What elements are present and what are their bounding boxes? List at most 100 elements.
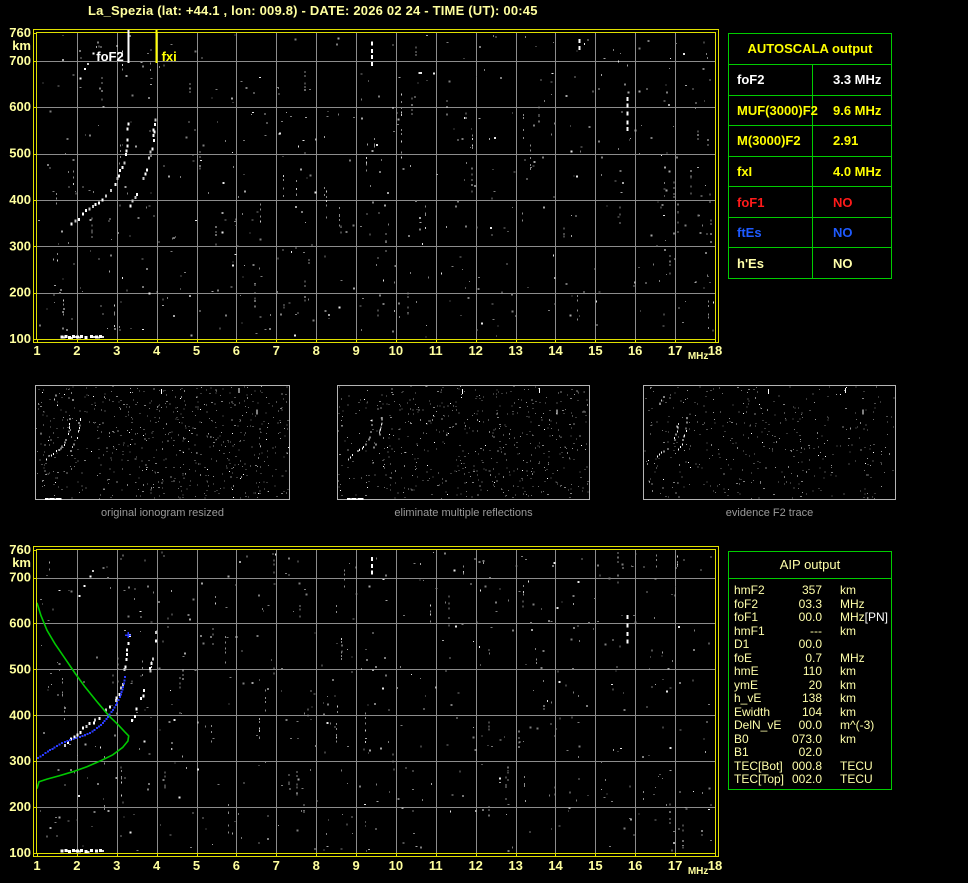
svg-text:18: 18 [708, 343, 722, 358]
svg-text:700: 700 [9, 570, 31, 585]
aip-row-label: hmF2 [734, 583, 765, 597]
autoscala-row: foF1 NO [729, 187, 891, 218]
aip-table-title: AIP output [729, 552, 891, 579]
svg-text:12: 12 [468, 343, 482, 358]
aip-row-unit: km [840, 623, 856, 638]
aip-row-label: DelN_vE [734, 718, 782, 732]
svg-text:11: 11 [429, 343, 443, 358]
svg-text:2: 2 [73, 858, 80, 873]
svg-text:100: 100 [9, 845, 31, 860]
autoscala-row: foF2 3.3 MHz [729, 65, 891, 96]
svg-text:200: 200 [9, 285, 31, 300]
aip-row: foF1 00.0 MHz [PN] [734, 611, 888, 625]
aip-row-value: 0.7 [805, 650, 822, 665]
aip-row: D1 00.0 [734, 638, 888, 652]
svg-text:100: 100 [9, 331, 31, 346]
autoscala-row: ftEs NO [729, 217, 891, 249]
aip-row-label: D1 [734, 637, 750, 651]
svg-text:1: 1 [33, 343, 40, 358]
aip-row-unit: km [840, 583, 856, 597]
aip-row: TEC[Top] 002.0 TECU [734, 773, 888, 787]
svg-text:18: 18 [708, 858, 722, 873]
svg-text:13: 13 [508, 858, 522, 873]
aip-row: Ewidth 104 km [734, 704, 888, 720]
svg-text:700: 700 [9, 53, 31, 68]
autoscala-row-value: 2.91 [833, 133, 859, 149]
aip-row-unit: MHz [840, 610, 865, 624]
aip-row-value: 03.3 [798, 596, 822, 611]
svg-text:12: 12 [468, 858, 482, 873]
autoscala-row: fxI 4.0 MHz [729, 156, 891, 188]
aip-row-unit: km [840, 731, 856, 746]
aip-row-unit: km [840, 704, 856, 719]
svg-text:MHz: MHz [688, 866, 709, 877]
aip-row: B0 073.0 km [734, 731, 888, 747]
svg-text:500: 500 [9, 661, 31, 676]
svg-text:10: 10 [389, 858, 403, 873]
aip-row: foE 0.7 MHz [734, 650, 888, 666]
aip-table-rows: hmF2 357 km foF2 03.3 MHz foF1 00.0 MHz [PN] hmF1-… [729, 579, 891, 787]
aip-row-value: 073.0 [791, 731, 822, 746]
svg-text:foF2: foF2 [96, 49, 123, 64]
aip-row-value: 138 [801, 691, 822, 705]
aip-row-label: hmF1 [734, 623, 765, 638]
autoscala-row-label: foF2 [729, 65, 813, 95]
aip-row-label: foE [734, 650, 753, 665]
autoscala-row-value: 3.3 MHz [833, 72, 882, 88]
aip-row-label: ymE [734, 677, 758, 692]
aip-row-value: 00.0 [798, 718, 822, 732]
panel-original-ionogram [35, 385, 290, 500]
aip-row-unit: MHz [840, 596, 865, 611]
aip-row: hmE 110 km [734, 665, 888, 679]
svg-text:17: 17 [668, 343, 682, 358]
svg-text:500: 500 [9, 146, 31, 161]
svg-text:6: 6 [233, 343, 240, 358]
aip-row: hmF2 357 km [734, 584, 888, 598]
svg-text:600: 600 [9, 616, 31, 631]
autoscala-row-value: NO [833, 225, 853, 241]
aip-row: h_vE 138 km [734, 692, 888, 706]
svg-text:8: 8 [313, 343, 320, 358]
aip-row-unit: MHz [840, 650, 865, 665]
autoscala-row: M(3000)F2 2.91 [729, 126, 891, 157]
autoscala-row-label: M(3000)F2 [729, 126, 813, 156]
svg-text:5: 5 [193, 858, 200, 873]
autoscala-row-label: fxI [729, 156, 813, 187]
svg-text:17: 17 [668, 858, 682, 873]
aip-row-unit: km [840, 691, 856, 705]
svg-text:14: 14 [548, 343, 563, 358]
aip-row-unit: km [840, 677, 856, 692]
aip-row-value: 002.0 [791, 772, 822, 786]
svg-text:760: 760 [9, 542, 31, 557]
svg-text:300: 300 [9, 238, 31, 253]
panel-eliminate-reflections [337, 385, 590, 500]
aip-row-label: hmE [734, 664, 759, 678]
autoscala-output-table: AUTOSCALA output foF2 3.3 MHz MUF(3000)F2 9… [728, 33, 892, 279]
svg-text:9: 9 [352, 343, 359, 358]
autoscala-row: h'Es NO [729, 248, 891, 279]
aip-output-table: AIP output hmF2 357 km foF2 03.3 MHz foF1 00.0 M… [728, 551, 892, 790]
svg-text:6: 6 [233, 858, 240, 873]
panel-caption-eliminate: eliminate multiple reflections [394, 507, 533, 519]
svg-text:200: 200 [9, 799, 31, 814]
aip-row-unit: TECU [840, 758, 873, 773]
svg-text:7: 7 [273, 858, 280, 873]
svg-text:300: 300 [9, 753, 31, 768]
aip-row-label: TEC[Top] [734, 772, 785, 786]
svg-text:11: 11 [429, 858, 443, 873]
panel-evidence-f2-trace [643, 385, 896, 500]
autoscala-row-value: 4.0 MHz [833, 164, 882, 180]
svg-text:600: 600 [9, 99, 31, 114]
autoscala-row-value: NO [833, 194, 853, 210]
svg-text:14: 14 [548, 858, 563, 873]
svg-text:km: km [12, 555, 31, 570]
aip-row: foF2 03.3 MHz [734, 596, 888, 612]
aip-row-value: 00.0 [798, 610, 822, 624]
autoscala-row-value: NO [833, 255, 853, 271]
aip-row-value: 104 [801, 704, 822, 719]
svg-text:MHz: MHz [688, 351, 709, 362]
aip-row-label: B1 [734, 745, 749, 759]
aip-row: DelN_vE 00.0 m^(-3) [734, 719, 888, 733]
aip-row-unit: km [840, 664, 856, 678]
